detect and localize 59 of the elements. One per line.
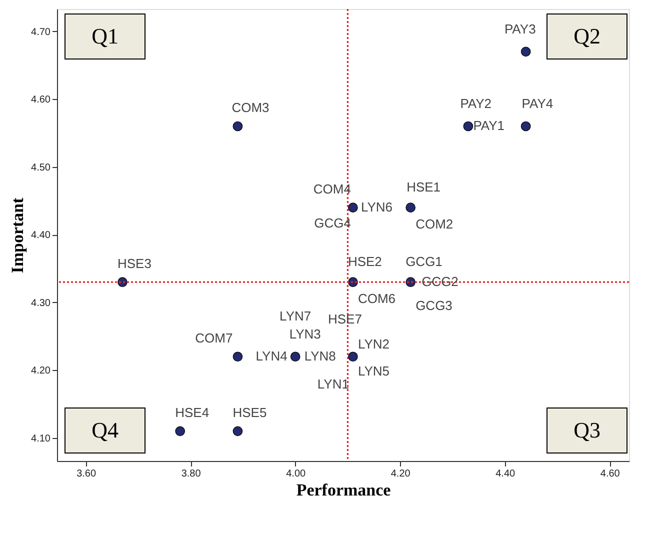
point [520,121,531,132]
y-tick-label: 4.40 [31,230,51,242]
y-tick-label: 4.60 [31,94,51,106]
annotation: PAY4 [522,96,554,112]
annotation: COM4 [313,182,351,197]
y-tick-label: 4.50 [31,162,51,174]
annotation: Q1 [92,24,118,48]
point [520,46,531,57]
annotation: HSE1 [406,180,441,195]
annotation: PAY2 [460,96,492,112]
point [290,352,300,362]
annotation: HSE3 [117,256,152,272]
annotation: Q2 [574,24,600,48]
point [348,352,358,362]
point [232,121,243,132]
annotation: PAY1 [473,118,505,134]
annotation: Q3 [574,418,600,442]
annotation: HSE4 [175,405,210,420]
annotation: COM2 [416,216,454,232]
y-axis-title: Important [8,197,28,274]
y-tick-label: 4.10 [31,433,51,444]
point [406,277,416,287]
x-tick-label: 3.80 [181,468,202,480]
annotation: GCG3 [416,298,452,314]
annotation: COM3 [232,100,270,116]
annotation: LYN6 [360,200,393,215]
annotation: GCG4 [314,216,351,231]
point [232,352,243,362]
point [175,426,186,436]
annotation: LYN7 [280,308,312,324]
annotation: LYN5 [358,364,390,379]
annotation: HSE7 [328,312,362,327]
x-tick-label: 4.40 [496,468,516,480]
point [463,121,474,132]
annotation: LYN4 [256,348,288,364]
x-tick-label: 4.20 [390,468,411,480]
annotation: LYN3 [289,326,321,342]
x-axis-title: Performance [296,480,392,500]
point [232,426,243,436]
annotation: HSE2 [348,254,382,270]
point [348,202,358,212]
annotation: PAY3 [504,22,536,37]
annotation: GCG1 [406,254,442,270]
point [406,202,416,212]
annotation: HSE5 [232,405,267,420]
y-tick-label: 4.20 [31,366,51,377]
x-tick-label: 3.60 [76,468,96,480]
annotation: COM6 [358,291,396,306]
x-tick-label: 4.00 [286,468,306,480]
x-tick-label: 4.60 [600,468,620,480]
annotation: LYN2 [358,336,390,352]
annotation: LYN1 [317,376,349,392]
annotation: Q4 [92,418,118,442]
point [118,277,128,287]
annotation: LYN8 [304,348,336,364]
annotation: COM7 [195,330,233,346]
y-tick-label: 4.30 [31,298,51,309]
y-tick-label: 4.70 [31,26,51,38]
annotation: GCG2 [422,274,458,290]
